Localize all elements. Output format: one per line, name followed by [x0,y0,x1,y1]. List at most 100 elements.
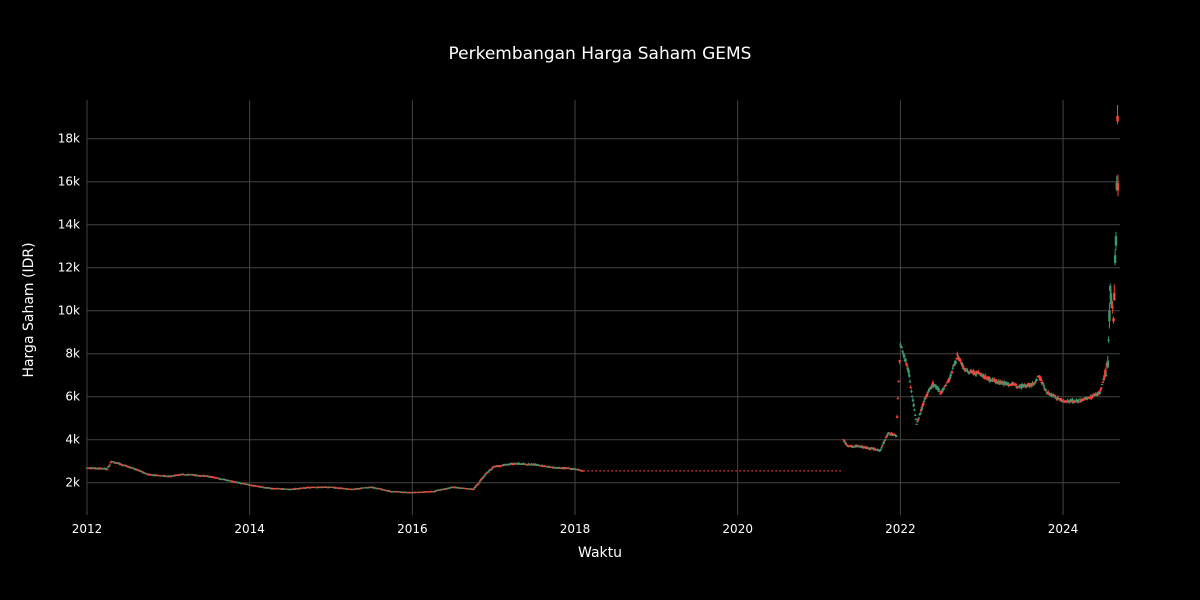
candle-body [456,487,460,489]
candle-body [491,466,495,468]
candle-body [249,484,252,486]
candle-body [1113,255,1117,263]
candle-body [407,492,410,494]
candle-body [507,463,511,465]
candle-body [1103,374,1106,378]
candle-body [1101,382,1105,384]
candle-body [899,344,902,346]
candle-body [910,391,913,393]
candle-body [452,486,455,488]
candle-body [262,486,265,488]
candle-body [913,414,917,416]
candle-body [852,446,855,448]
candle-body [920,407,924,410]
candle-body [116,462,120,464]
candle-body [270,488,273,490]
candle-body [1114,236,1118,246]
candle-body [956,356,960,358]
candle-body [1073,401,1077,403]
x-tick-label: 2024 [1048,522,1079,536]
candle-body [453,487,456,489]
candle-body [472,489,475,491]
x-tick-label: 2018 [560,522,591,536]
candle-body [890,433,894,436]
candle-body [345,488,348,490]
candle-body [977,371,980,374]
candle-body [972,371,976,374]
candle-body [945,382,949,384]
candle-body [488,470,491,472]
candle-body [123,464,126,466]
candle-body [142,471,145,473]
chart-title: Perkembangan Harga Saham GEMS [448,44,752,64]
candle-body [522,463,525,465]
candle-body [169,476,172,478]
candle-body [983,377,986,379]
candle-body [892,434,895,436]
candle-body [137,470,141,472]
candle-body [529,464,532,466]
candle-body [873,448,876,450]
candle-body [1034,382,1037,384]
candle-body [915,423,918,425]
candle-body [151,474,155,476]
candle-body [924,397,927,399]
candle-body [1082,399,1086,401]
candle-body [906,367,909,371]
candle-body [1106,360,1109,368]
candle-body [265,487,268,489]
candle-body [1010,384,1013,386]
candle-body [1069,401,1073,403]
candle-body [203,476,206,478]
candle-body [967,372,970,374]
candle-body [1001,381,1004,384]
candle-body [98,468,101,470]
candle-body [1095,393,1098,396]
candle-body [146,473,150,475]
candle-body [889,434,892,436]
candle-body [925,394,929,397]
candle-body [1056,397,1060,399]
y-tick-label: 4k [65,433,80,447]
candle-body [232,481,235,483]
candle-body [1052,395,1055,397]
candle-body [498,465,501,467]
candle-body [487,471,490,473]
candle-body [911,395,914,397]
candle-body [1044,389,1048,391]
candle-body [868,449,872,451]
candle-body [969,370,973,372]
candle-body [1060,399,1063,401]
candle-body [1109,293,1113,305]
candle-body [95,468,99,470]
candle-body [168,475,172,477]
candle-body [1113,292,1116,301]
candle-body [898,360,901,362]
candle-body [879,449,882,451]
candle-body [526,464,530,466]
candle-body [512,462,515,464]
candle-body [170,475,173,477]
candle-body [353,489,357,491]
candle-body [538,465,542,467]
candle-body [881,443,885,445]
candle-body [891,434,894,436]
candle-body [1027,383,1031,386]
candle-body [1021,386,1025,388]
candle-body [491,467,494,469]
candle-body [884,437,888,439]
candle-body [1033,383,1036,385]
candle-body [464,487,468,489]
candle-body [958,358,961,360]
candle-body [1008,384,1012,386]
candle-body [1018,385,1021,387]
candle-body [978,372,982,374]
candle-body [1068,401,1071,403]
candle-body [999,380,1002,384]
candle-body [1116,115,1119,122]
y-tick-label: 14k [58,218,80,232]
candle-body [134,469,137,471]
candle-body [882,441,885,444]
candle-body [900,347,904,349]
candle-body [553,467,556,469]
